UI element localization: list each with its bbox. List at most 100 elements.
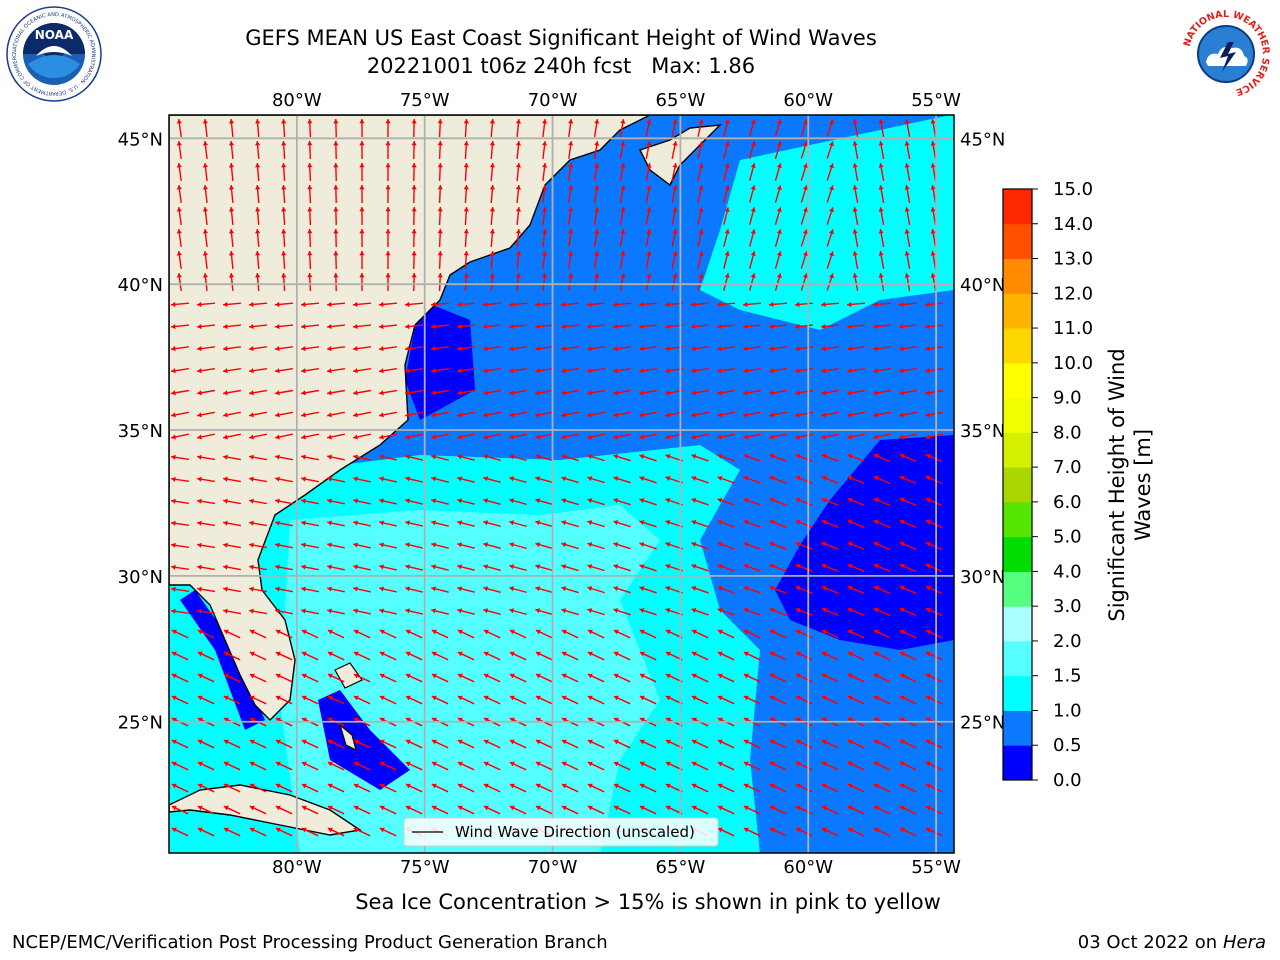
wave-arrow-head bbox=[769, 497, 775, 503]
wave-arrow-head bbox=[228, 141, 235, 146]
colorbar-tick-label: 11.0 bbox=[1053, 318, 1093, 339]
colorbar-tick-label: 14.0 bbox=[1053, 214, 1093, 235]
wave-arrow-head bbox=[197, 412, 202, 418]
wave-arrow-head bbox=[639, 586, 645, 591]
wave-arrow-head bbox=[489, 141, 495, 146]
wave-arrow-head bbox=[802, 229, 808, 235]
wave-arrow-head bbox=[353, 739, 359, 745]
wave-arrow-head bbox=[301, 651, 307, 657]
wave-arrow-head bbox=[873, 497, 879, 503]
wave-arrow-head bbox=[639, 368, 644, 374]
wave-arrow-head bbox=[899, 346, 904, 352]
wave-arrow-head bbox=[541, 163, 548, 168]
wave-arrow-head bbox=[691, 498, 697, 503]
wave-arrow-head bbox=[795, 827, 801, 833]
wave-arrow-head bbox=[899, 301, 904, 307]
wave-arrow-head bbox=[743, 629, 749, 635]
wave-arrow-head bbox=[483, 805, 489, 811]
wave-arrow-head bbox=[275, 717, 281, 723]
wave-arrow-head bbox=[457, 346, 462, 352]
wave-arrow-head bbox=[613, 739, 619, 745]
wave-arrow-head bbox=[873, 651, 879, 657]
wave-arrow-head bbox=[613, 434, 618, 440]
wave-arrow-head bbox=[327, 564, 332, 570]
wave-arrow-head bbox=[379, 673, 385, 679]
wave-arrow-head bbox=[821, 390, 826, 396]
wave-arrow-head bbox=[535, 564, 541, 570]
wave-arrow-head bbox=[353, 498, 358, 504]
wave-arrow-head bbox=[899, 695, 905, 701]
wave-arrow-head bbox=[878, 251, 884, 256]
wave-arrow-head bbox=[249, 542, 254, 548]
wave-arrow-head bbox=[587, 390, 592, 396]
wave-arrow-head bbox=[431, 673, 437, 679]
wave-arrow-head bbox=[275, 542, 280, 548]
wave-arrow-head bbox=[665, 739, 671, 745]
wave-arrow-head bbox=[223, 695, 229, 701]
wave-arrow-head bbox=[535, 454, 541, 460]
wave-arrow-head bbox=[333, 141, 339, 146]
wave-arrow-head bbox=[301, 673, 307, 679]
wave-arrow-head bbox=[515, 273, 522, 278]
colorbar-band bbox=[1003, 223, 1032, 260]
wave-arrow-head bbox=[698, 185, 704, 190]
wave-arrow-head bbox=[795, 563, 801, 569]
wave-arrow-head bbox=[353, 805, 359, 811]
wave-arrow-head bbox=[717, 739, 723, 745]
wave-arrow-head bbox=[541, 229, 548, 234]
lon-label-top: 70°W bbox=[528, 90, 578, 111]
wave-arrow-head bbox=[587, 761, 593, 767]
wave-arrow-head bbox=[509, 673, 515, 679]
colorbar-tick-label: 1.5 bbox=[1053, 666, 1082, 687]
wave-arrow-head bbox=[594, 119, 600, 124]
wave-arrow-head bbox=[327, 346, 332, 352]
wave-arrow-head bbox=[717, 585, 723, 591]
wave-arrow-head bbox=[509, 434, 514, 440]
wave-arrow-head bbox=[743, 412, 748, 418]
wave-arrow-head bbox=[509, 586, 515, 592]
wave-arrow-head bbox=[379, 390, 384, 396]
wave-arrow-head bbox=[925, 453, 931, 459]
colorbar-band bbox=[1003, 258, 1032, 294]
wave-arrow-head bbox=[750, 119, 756, 125]
wave-arrow-head bbox=[743, 805, 749, 811]
wave-arrow-head bbox=[776, 141, 782, 147]
wave-arrow-head bbox=[743, 497, 749, 503]
wave-arrow-head bbox=[776, 163, 782, 169]
wave-arrow-head bbox=[620, 251, 626, 256]
lon-label-bottom: 55°W bbox=[911, 857, 961, 878]
wave-arrow-head bbox=[483, 564, 489, 570]
lat-label-left: 30°N bbox=[118, 567, 163, 588]
wave-arrow-head bbox=[327, 520, 332, 526]
wave-arrow-head bbox=[639, 805, 645, 811]
wave-arrow-head bbox=[587, 586, 593, 592]
wave-arrow-head bbox=[561, 498, 567, 504]
wave-arrow-head bbox=[509, 608, 515, 614]
wave-arrow-head bbox=[359, 185, 365, 190]
wave-arrow-head bbox=[431, 301, 436, 307]
wave-arrow-head bbox=[646, 273, 652, 278]
wave-arrow-head bbox=[281, 163, 287, 168]
wave-arrow-head bbox=[639, 673, 645, 679]
wave-arrow-head bbox=[431, 434, 436, 440]
wave-arrow-head bbox=[359, 251, 365, 256]
wave-arrow-head bbox=[672, 119, 678, 124]
wave-arrow-head bbox=[483, 390, 488, 396]
wave-arrow-head bbox=[489, 251, 495, 256]
colorbar-tick-label: 5.0 bbox=[1053, 527, 1082, 548]
wave-arrow-head bbox=[515, 185, 522, 190]
wave-arrow-head bbox=[568, 163, 574, 168]
wave-arrow-head bbox=[821, 607, 827, 613]
wave-arrow-head bbox=[743, 390, 748, 396]
wave-arrow-head bbox=[255, 119, 261, 124]
wave-arrow-head bbox=[535, 629, 541, 635]
wave-arrow-head bbox=[769, 761, 775, 767]
wave-arrow-head bbox=[176, 207, 182, 212]
colorbar-band bbox=[1003, 397, 1032, 433]
wave-arrow-head bbox=[717, 412, 722, 418]
colorbar-label-line2: Waves [m] bbox=[1131, 429, 1155, 541]
wave-arrow-head bbox=[717, 629, 723, 635]
wave-arrow-head bbox=[405, 542, 411, 548]
wave-arrow-head bbox=[568, 185, 574, 190]
wave-arrow-head bbox=[275, 739, 281, 745]
